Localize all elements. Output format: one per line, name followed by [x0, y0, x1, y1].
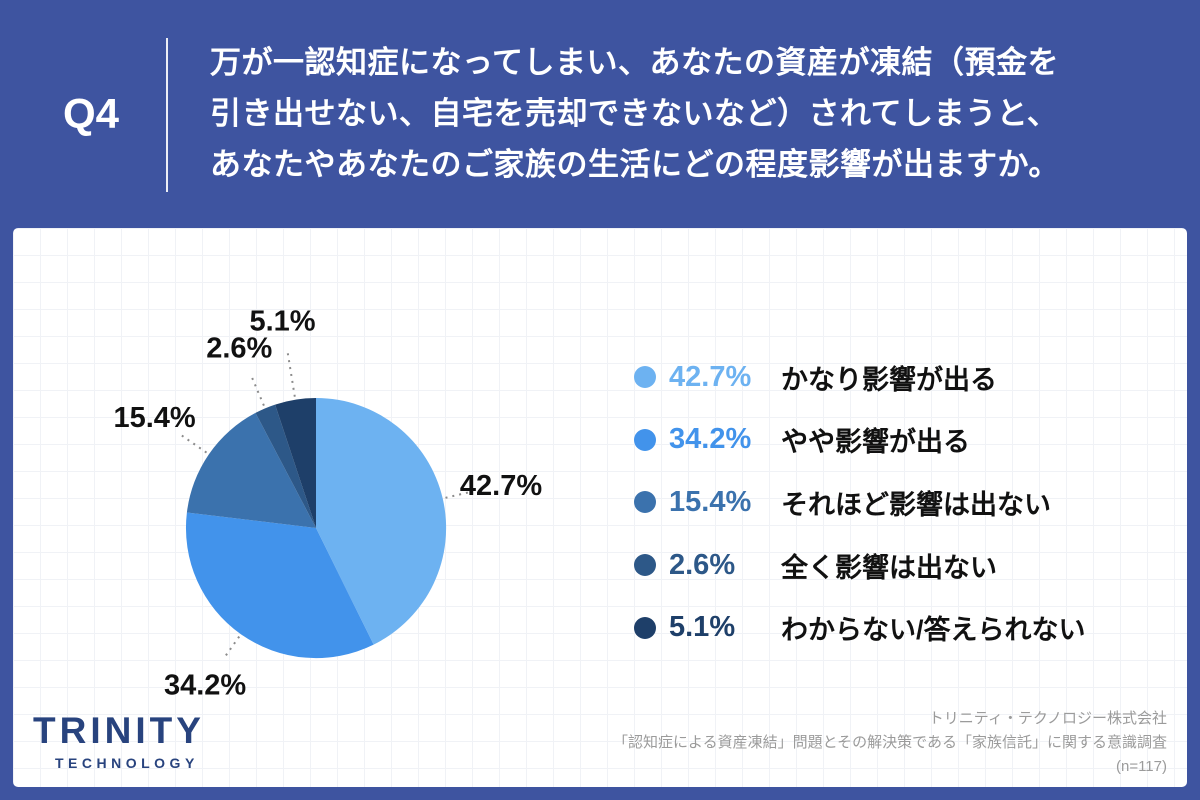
- legend-item-3: 15.4% それほど影響は出ない: [634, 484, 1051, 520]
- question-line: あなたやあなたのご家族の生活にどの程度影響が出ますか。: [210, 147, 1060, 182]
- legend-label: わからない/答えられない: [781, 615, 1086, 646]
- pie-slice-3: [186, 412, 316, 528]
- pie-label: 5.1%: [249, 306, 315, 338]
- attribution-line: トリニティ・テクノロジー株式会社: [928, 710, 1167, 727]
- legend-item-5: 5.1% わからない/答えられない: [634, 610, 1086, 646]
- pie-label: 42.7%: [460, 470, 542, 502]
- question-line: 万が一認知症になってしまい、あなたの資産が凍結（預金を: [210, 45, 1059, 80]
- pie-chart: 42.7% 34.2% 15.4% 2.6%5.1%: [113, 306, 542, 702]
- attribution-line: 「認知症による資産凍結」問題とその解決策である「家族信託」に関する意識調査: [613, 734, 1167, 751]
- legend-dot-icon: [634, 428, 656, 451]
- pie-leader-line: [251, 377, 265, 406]
- attribution-line: (n=117): [1115, 758, 1167, 775]
- legend-percent: 5.1%: [669, 611, 736, 644]
- question-line: 引き出せない、自宅を売却できないなど）されてしまうと、: [210, 96, 1059, 131]
- pie-slice-5: [275, 398, 316, 528]
- legend-percent: 42.7%: [669, 360, 752, 393]
- legend-dot-icon: [634, 366, 656, 388]
- legend-item-2: 34.2% やや影響が出る: [634, 422, 970, 458]
- pie-label: 2.6%: [206, 333, 272, 365]
- pie-label: 15.4%: [113, 402, 195, 434]
- legend-dot-icon: [634, 616, 656, 639]
- question-text: 万が一認知症になってしまい、あなたの資産が凍結（預金を 引き出せない、自宅を売却…: [210, 37, 1060, 190]
- legend-item-1: 42.7% かなり影響が出る: [634, 359, 997, 395]
- legend-label: かなり影響が出る: [781, 364, 997, 395]
- chart-card: 42.7% 34.2% 15.4% 2.6% 5.1% 42.7% かなり影響が出る 34.…: [13, 228, 1187, 787]
- legend-label: やや影響が出る: [781, 427, 970, 458]
- logo-primary-text: TRINITY: [33, 710, 205, 751]
- legend-percent: 15.4%: [669, 485, 752, 518]
- legend-item-4: 2.6% 全く影響は出ない: [634, 547, 997, 583]
- legend-dot-icon: [634, 491, 656, 514]
- pie-leader-line: [181, 434, 208, 454]
- logo-secondary-text: TECHNOLOGY: [55, 755, 199, 771]
- legend-label: それほど影響は出ない: [781, 489, 1051, 520]
- pie-slice-4: [255, 404, 316, 528]
- pie-leader-line: [223, 636, 241, 659]
- legend-dot-icon: [634, 554, 656, 577]
- legend-percent: 2.6%: [669, 548, 736, 581]
- pie-slice-1: [316, 397, 447, 645]
- attribution: トリニティ・テクノロジー株式会社 「認知症による資産凍結」問題とその解決策である…: [613, 707, 1167, 779]
- header-divider: [166, 38, 168, 192]
- pie-slice-2: [185, 512, 374, 659]
- legend-percent: 34.2%: [669, 423, 752, 456]
- legend-label: 全く影響は出ない: [781, 552, 997, 583]
- question-number: Q4: [62, 90, 120, 137]
- pie-label: 34.2%: [164, 670, 246, 702]
- pie-leader-line: [286, 353, 296, 397]
